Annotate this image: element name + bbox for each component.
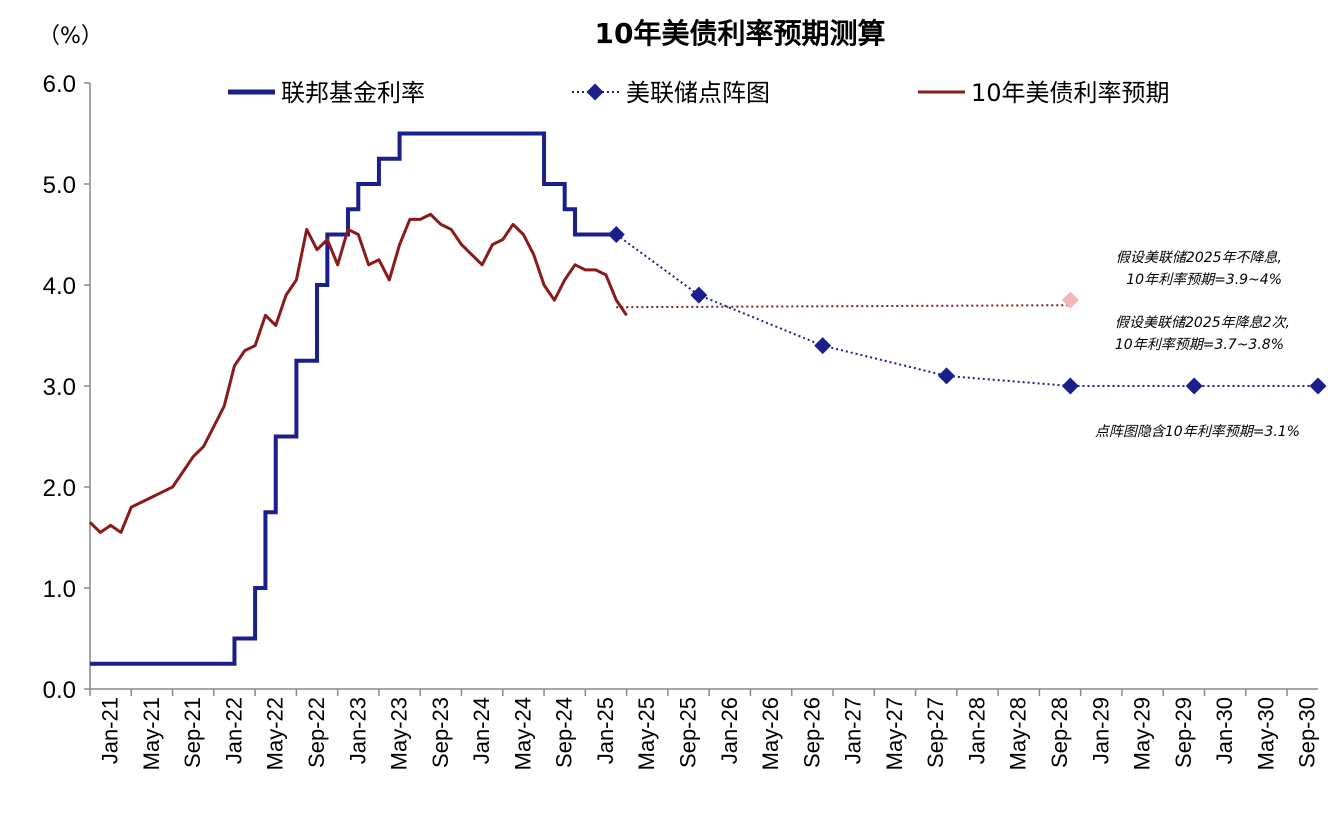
x-tick-label: Jan-30 [1212, 697, 1237, 764]
x-tick-label: May-30 [1253, 697, 1278, 770]
x-tick-label: May-23 [387, 697, 412, 770]
series-line-treasury [88, 212, 628, 534]
x-tick-label: May-27 [882, 697, 907, 770]
y-tick-label: 3.0 [43, 374, 76, 401]
legend-marker-dot-plot [586, 83, 604, 101]
x-tick-label: Jan-26 [717, 697, 742, 764]
y-tick-label: 1.0 [43, 576, 76, 603]
annotations: 假设美联储2025年不降息, 10年利率预期=3.9~4% 假设美联储2025年… [1095, 250, 1300, 440]
dot-plot-marker [1309, 377, 1327, 395]
series-line-fed-funds [90, 131, 617, 666]
x-tick-label: Sep-24 [552, 697, 577, 768]
y-tick-label: 2.0 [43, 475, 76, 502]
y-tick-label: 6.0 [43, 71, 76, 98]
annotation-dot-plot: 点阵图隐含10年利率预期=3.1% [1095, 424, 1300, 440]
x-tick-label: May-24 [510, 697, 535, 770]
y-tick-label: 5.0 [43, 172, 76, 199]
scenario-marker [1061, 291, 1079, 309]
x-tick-label: Jan-24 [469, 697, 494, 764]
y-unit-label: （%） [38, 24, 103, 49]
x-tick-label: Jan-29 [1088, 697, 1113, 764]
x-tick-label: Jan-28 [964, 697, 989, 764]
legend: 联邦基金利率 美联储点阵图 10年美债利率预期 [228, 79, 1170, 107]
x-tick-label: Sep-27 [923, 697, 948, 768]
dot-plot-marker [1061, 377, 1079, 395]
x-tick-label: May-22 [263, 697, 288, 770]
x-tick-label: Sep-26 [799, 697, 824, 768]
x-tick-label: May-28 [1006, 697, 1031, 770]
x-tick-label: Jan-25 [593, 697, 618, 764]
x-tick-label: May-25 [634, 697, 659, 770]
x-tick-label: May-21 [139, 697, 164, 770]
x-tick-label: May-26 [758, 697, 783, 770]
chart-title: 10年美债利率预期测算 [595, 17, 886, 50]
x-tick-label: Jan-22 [221, 697, 246, 764]
x-tick-label: Sep-29 [1171, 697, 1196, 768]
y-tick-label: 0.0 [43, 677, 76, 704]
x-tick-label: Jan-21 [98, 697, 123, 764]
x-tick-label: Jan-23 [345, 697, 370, 764]
y-tick-label: 4.0 [43, 273, 76, 300]
series-line-treasury-projection [616, 304, 1071, 309]
annotation-two-cuts-line1: 假设美联储2025年降息2次, [1115, 315, 1290, 331]
dot-plot-marker [814, 337, 832, 355]
x-tick-label: Sep-30 [1295, 697, 1320, 768]
x-tick-label: Sep-23 [428, 697, 453, 768]
x-tick-label: Sep-22 [304, 697, 329, 768]
axes: 0.0 1.0 2.0 3.0 4.0 5.0 6.0 Jan-21 May-21 Sep-21 J… [43, 71, 1320, 770]
series-layer [88, 131, 1327, 666]
legend-label-fed-funds: 联邦基金利率 [281, 79, 425, 107]
annotation-no-cut-line1: 假设美联储2025年不降息, [1116, 250, 1282, 266]
x-tick-label: Sep-28 [1047, 697, 1072, 768]
x-tick-label: Jan-27 [841, 697, 866, 764]
dot-plot-marker [938, 367, 955, 385]
annotation-no-cut-line2: 10年利率预期=3.9~4% [1126, 272, 1282, 288]
x-tick-label: Sep-25 [676, 697, 701, 768]
annotation-two-cuts-line2: 10年利率预期=3.7~3.8% [1115, 337, 1284, 353]
legend-label-dot-plot: 美联储点阵图 [626, 79, 770, 107]
x-tick-label: Sep-21 [180, 697, 205, 768]
dot-plot-marker [607, 226, 625, 243]
dot-plot-marker [1185, 377, 1203, 395]
legend-label-treasury: 10年美债利率预期 [971, 79, 1170, 107]
x-tick-label: May-29 [1130, 697, 1155, 770]
dot-plot-marker [690, 286, 708, 304]
